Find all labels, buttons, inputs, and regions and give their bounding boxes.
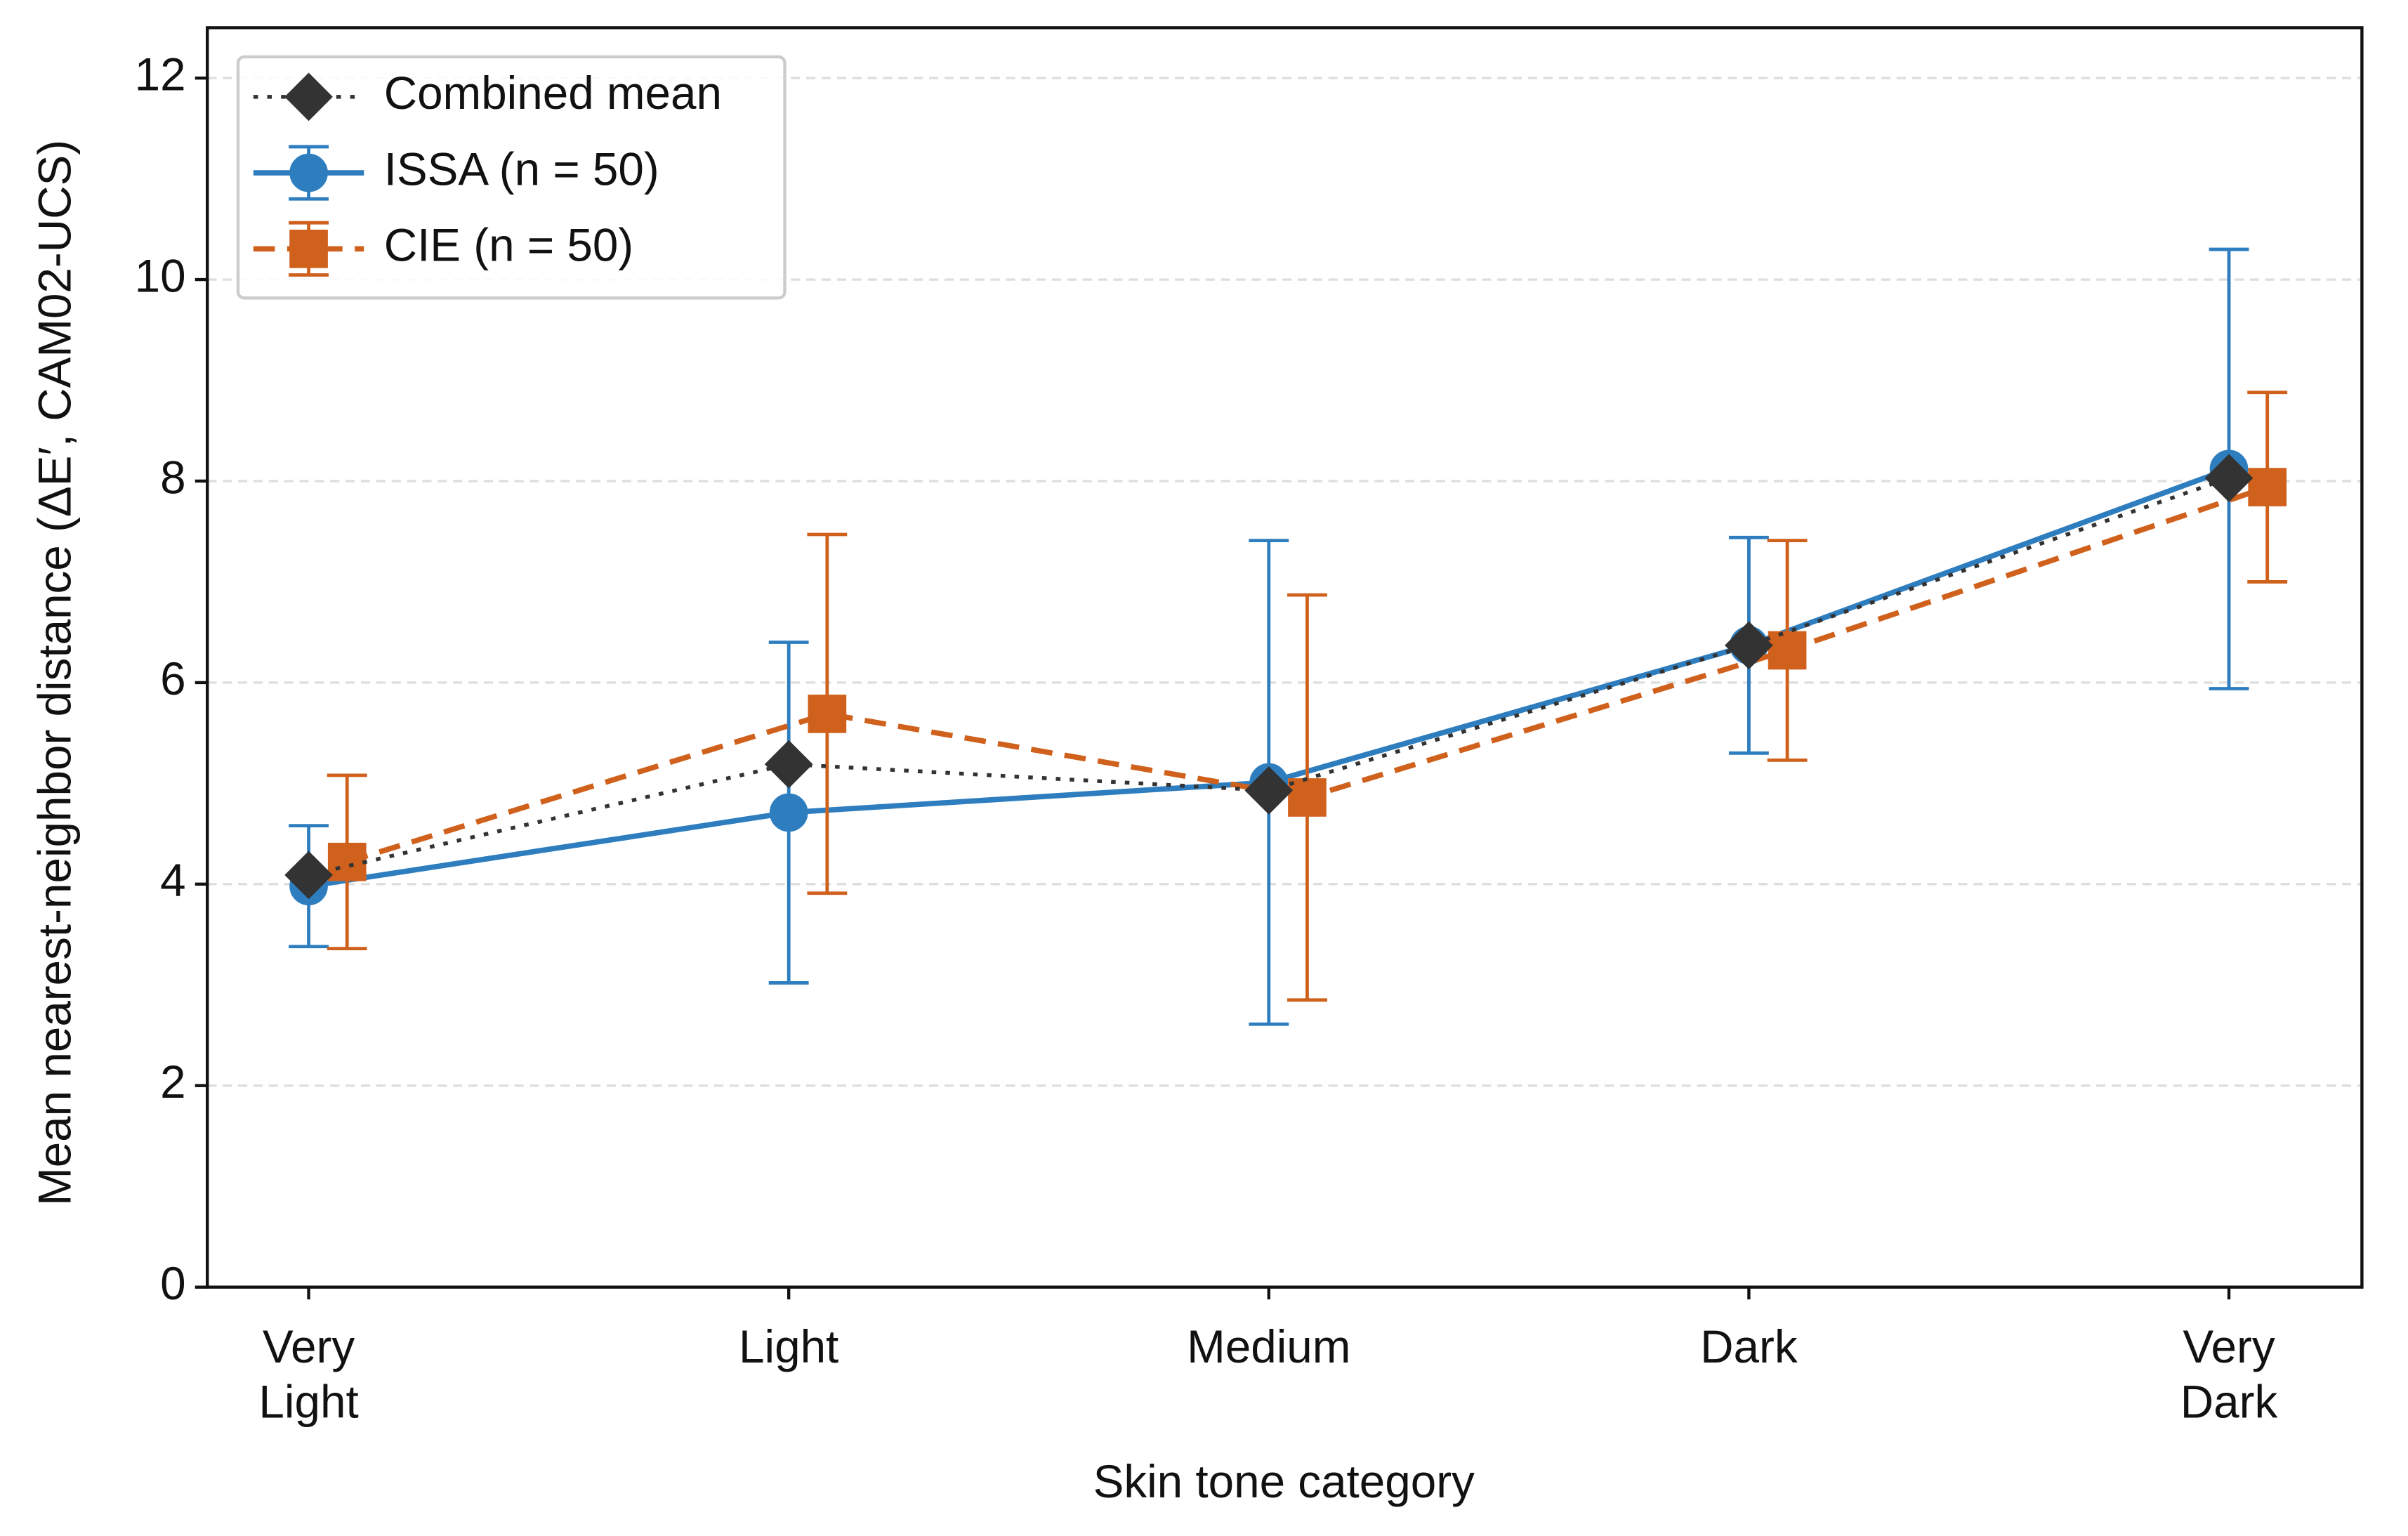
- x-tick-label-box: Dark: [1700, 1322, 1798, 1374]
- legend-label: CIE (n = 50): [384, 220, 633, 271]
- y-tick-label: 6: [160, 653, 185, 704]
- plot-area: [284, 247, 2288, 1026]
- marker: [764, 740, 813, 789]
- legend-entry: ISSA (n = 50): [253, 143, 659, 201]
- y-tick-label: 8: [160, 452, 185, 503]
- legend-entry: Combined mean: [253, 67, 722, 122]
- y-tick-label: 12: [135, 48, 186, 100]
- x-tick-label: Dark: [1700, 1322, 1798, 1374]
- marker: [1244, 766, 1294, 815]
- series: [327, 390, 2288, 1002]
- y-tick-label: 2: [160, 1056, 185, 1108]
- legend-entry: CIE (n = 50): [253, 220, 633, 277]
- x-tick-label-box: Very Light: [258, 1322, 359, 1429]
- legend-label: ISSA (n = 50): [384, 143, 659, 195]
- legend-marker: [289, 230, 328, 268]
- legend-marker: [289, 153, 328, 192]
- marker: [1768, 631, 1807, 670]
- marker: [2248, 468, 2287, 506]
- x-axis-label: Skin tone category: [1093, 1456, 1475, 1507]
- marker: [327, 842, 367, 881]
- axes: 0 2 4 6 8 10 12 Very Light Light Medium Dark Very D…: [135, 48, 2278, 1429]
- y-tick-label: 4: [160, 855, 185, 906]
- marker: [1725, 621, 1773, 670]
- legend-marker: [284, 72, 333, 122]
- series: [284, 454, 2254, 900]
- y-axis-label: Mean nearest-neighbor distance (ΔE′, CAM…: [29, 140, 80, 1206]
- y-tick-label: 0: [160, 1258, 185, 1309]
- x-tick-label: Medium: [1187, 1322, 1351, 1374]
- y-tick-label: 10: [135, 250, 186, 301]
- legend: Combined mean ISSA (n = 50) CIE (n = 50): [236, 55, 787, 300]
- x-tick-label-box: Very Dark: [2180, 1322, 2278, 1429]
- marker: [808, 695, 847, 733]
- marker: [284, 851, 333, 900]
- x-tick-label-box: Medium: [1187, 1322, 1351, 1374]
- legend-label: Combined mean: [384, 67, 722, 119]
- x-tick-label: Very Dark: [2180, 1322, 2278, 1429]
- marker: [2204, 454, 2254, 503]
- legend-frame: [236, 55, 787, 300]
- axes-frame: [206, 26, 2364, 1289]
- x-tick-label: Light: [739, 1322, 839, 1374]
- marker: [769, 793, 808, 832]
- x-tick-label-box: Light: [739, 1322, 839, 1374]
- marker: [1288, 778, 1327, 817]
- x-tick-label: Very Light: [258, 1322, 359, 1429]
